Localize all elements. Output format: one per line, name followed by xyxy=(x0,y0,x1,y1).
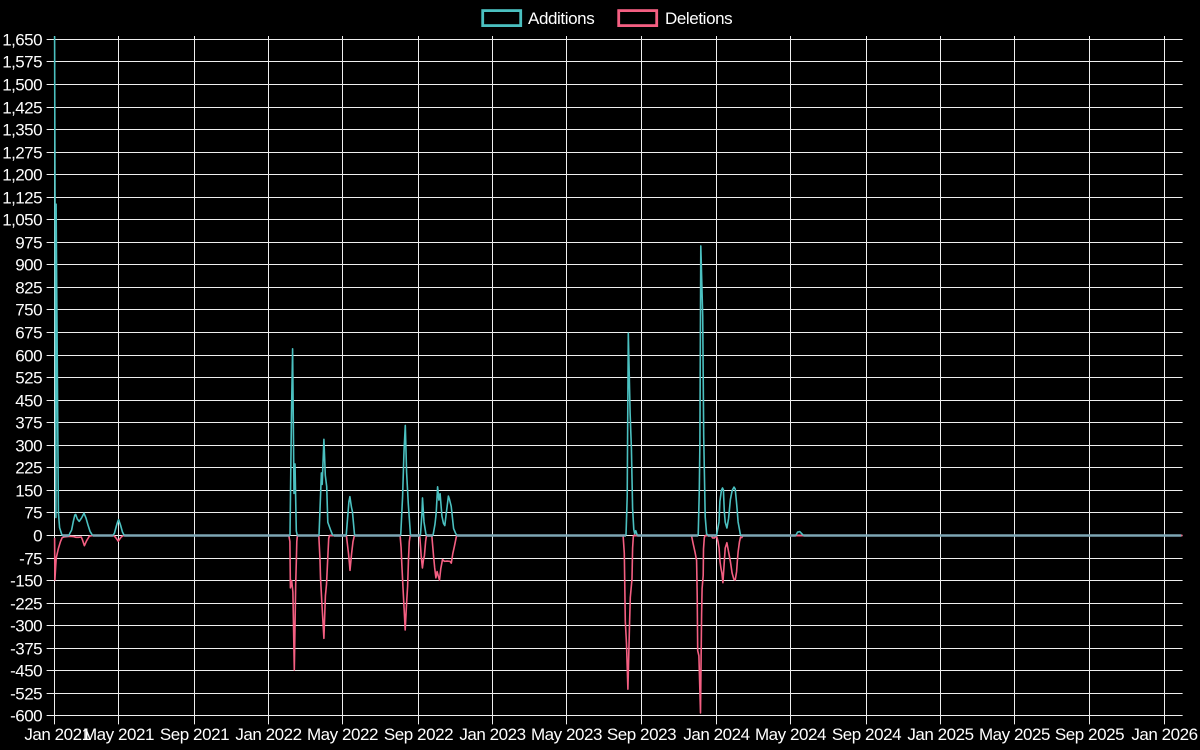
svg-text:675: 675 xyxy=(15,324,42,343)
svg-text:Sep 2022: Sep 2022 xyxy=(384,725,453,744)
svg-text:Deletions: Deletions xyxy=(665,9,732,28)
svg-text:1,500: 1,500 xyxy=(2,76,42,95)
svg-text:375: 375 xyxy=(15,414,42,433)
svg-text:-450: -450 xyxy=(10,662,42,681)
svg-text:-300: -300 xyxy=(10,617,42,636)
svg-text:Sep 2025: Sep 2025 xyxy=(1055,725,1124,744)
svg-text:Sep 2024: Sep 2024 xyxy=(832,725,901,744)
svg-text:May 2025: May 2025 xyxy=(979,725,1050,744)
svg-text:Jan 2022: Jan 2022 xyxy=(235,725,301,744)
svg-text:525: 525 xyxy=(15,369,42,388)
svg-text:75: 75 xyxy=(24,504,42,523)
svg-text:0: 0 xyxy=(33,527,42,546)
svg-text:-225: -225 xyxy=(10,595,42,614)
svg-text:1,425: 1,425 xyxy=(2,99,42,118)
svg-text:May 2023: May 2023 xyxy=(531,725,602,744)
svg-text:-150: -150 xyxy=(10,572,42,591)
svg-text:Sep 2023: Sep 2023 xyxy=(607,725,676,744)
svg-text:1,575: 1,575 xyxy=(2,53,42,72)
svg-text:975: 975 xyxy=(15,234,42,253)
svg-text:150: 150 xyxy=(15,482,42,501)
svg-text:Jan 2021: Jan 2021 xyxy=(24,725,90,744)
svg-text:Jan 2026: Jan 2026 xyxy=(1131,725,1197,744)
svg-text:750: 750 xyxy=(15,301,42,320)
svg-text:1,650: 1,650 xyxy=(2,31,42,50)
svg-text:May 2022: May 2022 xyxy=(307,725,378,744)
svg-text:-375: -375 xyxy=(10,640,42,659)
svg-text:Jan 2023: Jan 2023 xyxy=(459,725,525,744)
svg-text:May 2024: May 2024 xyxy=(755,725,826,744)
svg-text:May 2021: May 2021 xyxy=(83,725,154,744)
svg-text:1,125: 1,125 xyxy=(2,189,42,208)
svg-text:1,200: 1,200 xyxy=(2,166,42,185)
svg-text:-525: -525 xyxy=(10,685,42,704)
svg-text:-600: -600 xyxy=(10,707,42,726)
svg-text:300: 300 xyxy=(15,437,42,456)
svg-text:Additions: Additions xyxy=(528,9,594,28)
svg-text:1,350: 1,350 xyxy=(2,121,42,140)
svg-text:225: 225 xyxy=(15,459,42,478)
svg-text:Jan 2024: Jan 2024 xyxy=(683,725,749,744)
svg-text:900: 900 xyxy=(15,256,42,275)
svg-text:Sep 2021: Sep 2021 xyxy=(160,725,229,744)
svg-text:Jan 2025: Jan 2025 xyxy=(907,725,973,744)
svg-text:-75: -75 xyxy=(19,550,42,569)
svg-text:825: 825 xyxy=(15,279,42,298)
svg-text:450: 450 xyxy=(15,392,42,411)
svg-text:1,050: 1,050 xyxy=(2,211,42,230)
svg-text:600: 600 xyxy=(15,347,42,366)
svg-text:1,275: 1,275 xyxy=(2,144,42,163)
